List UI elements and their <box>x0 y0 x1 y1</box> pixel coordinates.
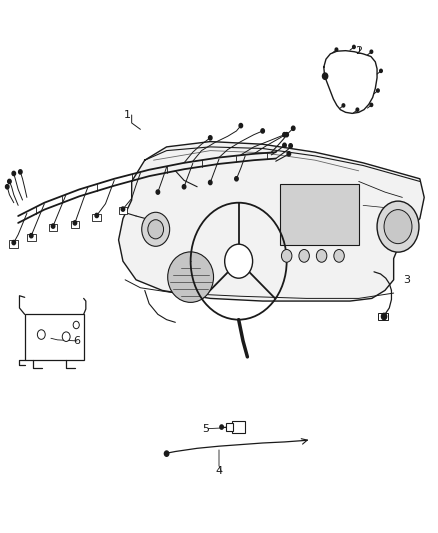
Circle shape <box>261 129 265 133</box>
Circle shape <box>29 233 33 238</box>
Circle shape <box>322 73 328 79</box>
Circle shape <box>6 184 9 189</box>
Text: 5: 5 <box>202 424 209 434</box>
Circle shape <box>289 144 292 148</box>
Text: 6: 6 <box>74 336 81 346</box>
Circle shape <box>73 221 77 225</box>
Circle shape <box>182 184 186 189</box>
Circle shape <box>142 212 170 246</box>
Bar <box>92 214 101 221</box>
Circle shape <box>283 133 286 137</box>
Circle shape <box>342 104 345 107</box>
Circle shape <box>285 133 288 137</box>
Bar <box>49 224 57 231</box>
Circle shape <box>356 108 359 111</box>
Circle shape <box>148 220 163 239</box>
Bar <box>378 313 388 320</box>
Circle shape <box>12 240 15 245</box>
Circle shape <box>208 136 212 140</box>
Bar <box>226 423 233 431</box>
Circle shape <box>283 143 286 148</box>
Text: 3: 3 <box>403 275 410 285</box>
Circle shape <box>377 89 379 92</box>
Circle shape <box>164 451 169 456</box>
Circle shape <box>235 176 238 181</box>
Bar <box>232 421 245 433</box>
Circle shape <box>287 152 290 156</box>
Bar <box>27 233 35 241</box>
Circle shape <box>73 321 79 329</box>
Circle shape <box>380 69 382 72</box>
Circle shape <box>225 244 253 278</box>
Bar <box>119 207 127 214</box>
Circle shape <box>291 126 295 131</box>
Circle shape <box>12 171 15 175</box>
Circle shape <box>18 169 22 174</box>
Circle shape <box>208 180 212 184</box>
Circle shape <box>62 332 70 342</box>
Circle shape <box>381 313 387 320</box>
Circle shape <box>239 124 243 128</box>
Bar <box>10 240 18 248</box>
Bar <box>25 314 84 360</box>
Bar <box>71 221 79 228</box>
Circle shape <box>377 201 419 252</box>
Circle shape <box>282 249 292 262</box>
Polygon shape <box>119 142 424 301</box>
Circle shape <box>370 50 373 53</box>
Circle shape <box>121 207 125 211</box>
Circle shape <box>334 249 344 262</box>
Circle shape <box>156 190 159 194</box>
Circle shape <box>51 224 55 228</box>
Circle shape <box>37 330 45 340</box>
Circle shape <box>220 425 223 429</box>
Bar <box>280 184 359 245</box>
Circle shape <box>353 45 355 49</box>
Circle shape <box>370 103 373 107</box>
Text: 2: 2 <box>355 46 362 56</box>
Circle shape <box>95 213 99 217</box>
Circle shape <box>8 179 11 183</box>
Circle shape <box>316 249 327 262</box>
Circle shape <box>299 249 309 262</box>
Circle shape <box>335 48 338 51</box>
Circle shape <box>384 209 412 244</box>
Ellipse shape <box>168 252 214 302</box>
Text: 4: 4 <box>215 466 223 476</box>
Text: 1: 1 <box>124 110 131 120</box>
